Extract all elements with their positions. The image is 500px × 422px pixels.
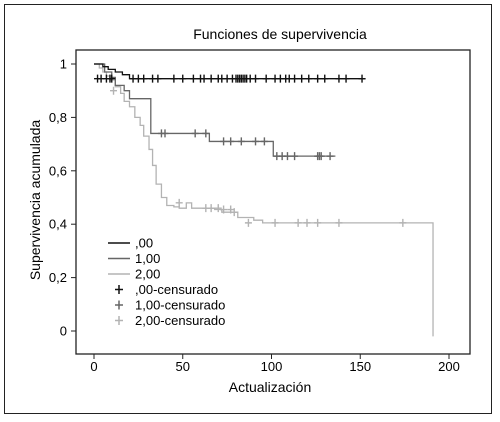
chart-title: Funciones de supervivencia xyxy=(193,26,367,42)
censor-mark-0 xyxy=(200,74,208,83)
legend-label-censored: 2,00-censurado xyxy=(135,313,225,328)
censor-mark-0 xyxy=(358,74,366,83)
censor-mark-0 xyxy=(154,74,162,83)
y-tick-label: 0,8 xyxy=(49,110,67,125)
censor-mark-2 xyxy=(303,218,311,227)
censor-mark-2 xyxy=(399,218,407,227)
censor-mark-1 xyxy=(237,137,245,146)
censor-mark-0 xyxy=(262,74,270,83)
x-tick-label: 150 xyxy=(349,359,371,374)
censor-mark-2 xyxy=(314,218,322,227)
censor-mark-0 xyxy=(207,74,215,83)
chart-frame xyxy=(4,4,492,414)
censor-mark-0 xyxy=(291,74,299,83)
censor-mark-1 xyxy=(291,152,299,161)
censor-mark-1 xyxy=(326,152,334,161)
censor-mark-0 xyxy=(342,74,350,83)
censor-mark-1 xyxy=(161,129,169,138)
censor-mark-1 xyxy=(202,129,210,138)
y-axis-label: Supervivencia acumulada xyxy=(27,120,43,281)
censor-mark-2 xyxy=(244,218,252,227)
legend-label-censored: 1,00-censurado xyxy=(135,298,225,313)
censor-mark-1 xyxy=(227,137,235,146)
x-tick-label: 100 xyxy=(261,359,283,374)
censor-mark-2 xyxy=(175,198,183,207)
censor-mark-0 xyxy=(335,74,343,83)
x-tick-label: 0 xyxy=(90,359,97,374)
censor-mark-0 xyxy=(305,74,313,83)
censor-mark-0 xyxy=(179,74,187,83)
censor-mark-2 xyxy=(230,208,238,217)
censor-mark-0 xyxy=(298,74,306,83)
censor-mark-1 xyxy=(191,129,199,138)
censor-mark-2 xyxy=(110,86,118,95)
y-tick-label: 1 xyxy=(60,57,67,72)
legend-swatch-censor xyxy=(115,285,123,294)
series-line-1 xyxy=(94,63,336,157)
censor-mark-0 xyxy=(189,74,197,83)
censor-mark-0 xyxy=(252,74,260,83)
series-line-2 xyxy=(94,63,434,337)
y-tick-label: 0,2 xyxy=(49,270,67,285)
censor-mark-2 xyxy=(207,204,215,213)
censor-mark-2 xyxy=(294,218,302,227)
censor-mark-2 xyxy=(335,218,343,227)
legend-label: 1,00 xyxy=(135,251,160,266)
censor-mark-0 xyxy=(108,74,116,83)
legend-swatch-censor xyxy=(115,300,123,310)
censor-mark-1 xyxy=(260,137,268,146)
censor-mark-0 xyxy=(321,74,329,83)
plot-area xyxy=(75,49,471,355)
x-tick-label: 200 xyxy=(438,359,460,374)
censor-mark-1 xyxy=(220,137,228,146)
censor-mark-1 xyxy=(283,152,291,161)
censor-mark-1 xyxy=(317,152,325,161)
censor-mark-0 xyxy=(170,74,178,83)
censor-mark-2 xyxy=(271,218,279,227)
censor-mark-2 xyxy=(220,205,228,214)
censor-mark-1 xyxy=(252,137,260,146)
censor-mark-0 xyxy=(140,74,148,83)
censor-mark-0 xyxy=(314,74,322,83)
x-axis-label: Actualización xyxy=(229,379,312,395)
legend-label: ,00 xyxy=(135,236,153,251)
censor-mark-2 xyxy=(227,205,235,214)
legend-label: 2,00 xyxy=(135,267,160,282)
y-tick-label: 0 xyxy=(60,324,67,339)
y-tick-label: 0,4 xyxy=(49,217,67,232)
censor-mark-2 xyxy=(214,204,222,213)
y-tick-label: 0,6 xyxy=(49,163,67,178)
series-line-0 xyxy=(94,63,366,80)
x-tick-label: 50 xyxy=(176,359,190,374)
legend-label-censored: ,00-censurado xyxy=(135,282,218,297)
legend-swatch-censor xyxy=(115,316,123,325)
